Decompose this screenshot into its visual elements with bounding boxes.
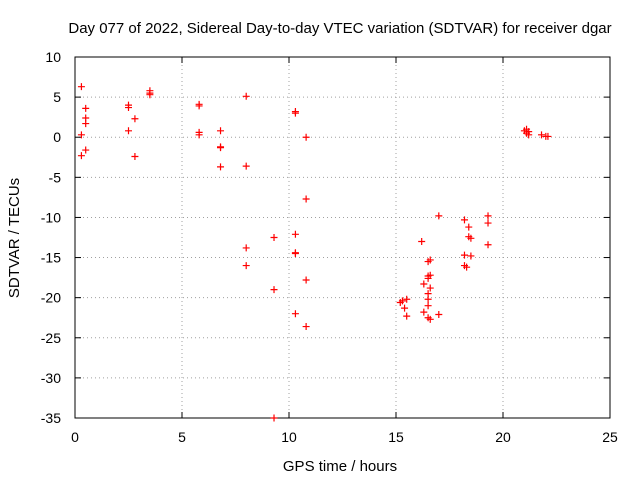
data-point: [398, 297, 406, 305]
y-tick-label: -15: [41, 250, 61, 266]
data-point: [302, 323, 310, 331]
y-tick-label: 5: [53, 89, 61, 105]
data-point: [291, 109, 299, 117]
data-point: [195, 131, 203, 139]
data-point: [82, 104, 90, 112]
data-point: [291, 310, 299, 318]
data-point: [82, 120, 90, 128]
data-point: [82, 146, 90, 154]
data-point: [460, 251, 468, 259]
data-point: [424, 295, 432, 303]
data-point: [484, 219, 492, 227]
x-axis-label: GPS time / hours: [283, 458, 397, 475]
y-axis-label: SDTVAR / TECUs: [6, 178, 23, 298]
data-point: [435, 311, 443, 319]
axis-ticks: [74, 56, 611, 419]
data-point: [484, 212, 492, 220]
y-tick-label: -10: [41, 209, 61, 225]
data-point: [418, 238, 426, 246]
data-point: [242, 162, 250, 170]
data-point: [467, 252, 475, 260]
data-point: [538, 131, 546, 139]
data-point: [242, 244, 250, 252]
data-point: [302, 276, 310, 284]
y-tick-label: -25: [41, 330, 61, 346]
x-tick-label: 15: [388, 429, 404, 445]
data-point: [242, 92, 250, 100]
data-point: [426, 271, 434, 279]
data-point: [217, 163, 225, 171]
data-point: [420, 280, 428, 288]
data-point: [435, 212, 443, 220]
data-point: [291, 250, 299, 258]
plot-frame: [74, 56, 611, 419]
data-point: [270, 286, 278, 294]
data-point: [420, 308, 428, 316]
grid-lines: [75, 57, 610, 418]
y-tick-label: -35: [41, 410, 61, 426]
y-tick-label: 0: [53, 129, 61, 145]
data-point: [525, 131, 533, 139]
x-tick-label: 25: [602, 429, 618, 445]
x-tick-labels: 0 5 10 15 20 25: [71, 429, 618, 445]
data-point: [77, 152, 85, 160]
data-point: [131, 115, 139, 123]
data-point: [463, 263, 471, 271]
data-point: [426, 284, 434, 292]
data-point: [460, 216, 468, 224]
data-point: [217, 144, 225, 152]
data-point: [77, 131, 85, 139]
data-point: [467, 234, 475, 242]
y-tick-label: 10: [45, 49, 61, 65]
data-point: [544, 132, 552, 140]
data-point: [484, 241, 492, 249]
data-point: [125, 104, 132, 112]
data-point: [403, 312, 411, 320]
data-point: [270, 414, 278, 422]
data-point: [302, 195, 310, 203]
data-point: [146, 91, 154, 99]
x-tick-label: 20: [495, 429, 511, 445]
y-tick-labels: 10 5 0 -5 -10 -15 -20 -25 -30 -35: [41, 49, 61, 426]
data-point: [465, 223, 473, 231]
data-point: [270, 234, 278, 241]
data-point: [426, 315, 434, 323]
data-point: [424, 302, 432, 310]
data-point: [403, 295, 411, 303]
y-tick-label: -5: [49, 169, 62, 185]
data-points: [77, 83, 552, 422]
chart-title: Day 077 of 2022, Sidereal Day-to-day VTE…: [68, 20, 611, 37]
x-tick-label: 0: [71, 429, 79, 445]
data-point: [195, 102, 203, 110]
data-point: [302, 133, 310, 141]
data-point: [131, 152, 139, 160]
data-point: [217, 127, 225, 135]
y-tick-label: -30: [41, 370, 61, 386]
y-tick-label: -20: [41, 290, 61, 306]
data-point: [291, 230, 299, 238]
data-point: [77, 83, 85, 91]
x-tick-label: 10: [281, 429, 297, 445]
data-point: [401, 304, 409, 312]
data-point: [125, 127, 132, 135]
x-tick-label: 5: [178, 429, 186, 445]
data-point: [426, 256, 434, 264]
data-point: [242, 262, 250, 270]
